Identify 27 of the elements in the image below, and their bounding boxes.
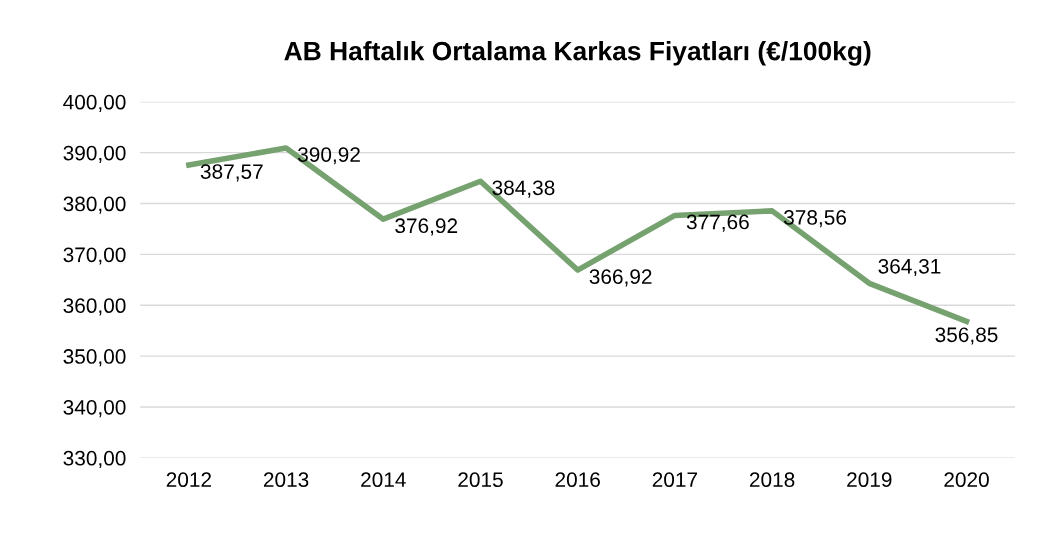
y-tick-label: 400,00 <box>63 94 126 113</box>
x-tick-label: 2012 <box>166 472 211 488</box>
x-tick-label: 2018 <box>749 472 795 488</box>
x-tick-label: 2019 <box>847 472 892 488</box>
data-label: 384,38 <box>492 180 555 198</box>
chart-title: AB Haftalık Ortalama Karkas Fiyatları (€/100kg) <box>284 41 871 66</box>
y-tick-label: 380,00 <box>63 196 126 214</box>
data-label: 390,92 <box>297 147 360 165</box>
y-tick-label: 340,00 <box>63 399 126 418</box>
y-tick-label: 330,00 <box>63 450 126 469</box>
data-label: 366,92 <box>589 269 652 287</box>
data-label: 364,31 <box>878 258 941 277</box>
x-tick-label: 2017 <box>652 472 698 488</box>
x-tick-label: 2014 <box>361 472 406 488</box>
data-label: 356,85 <box>935 327 998 345</box>
y-tick-label: 350,00 <box>63 349 126 367</box>
x-tick-label: 2020 <box>944 472 989 488</box>
data-label: 377,66 <box>686 214 749 232</box>
data-label: 378,56 <box>784 210 847 228</box>
y-tick-label: 390,00 <box>63 145 126 163</box>
x-tick-label: 2015 <box>458 472 503 488</box>
x-tick-label: 2013 <box>263 472 309 488</box>
data-label: 376,92 <box>395 218 458 236</box>
y-tick-label: 370,00 <box>63 247 126 265</box>
data-label: 387,57 <box>200 164 263 182</box>
y-tick-label: 360,00 <box>63 298 126 316</box>
x-tick-label: 2016 <box>555 472 600 488</box>
